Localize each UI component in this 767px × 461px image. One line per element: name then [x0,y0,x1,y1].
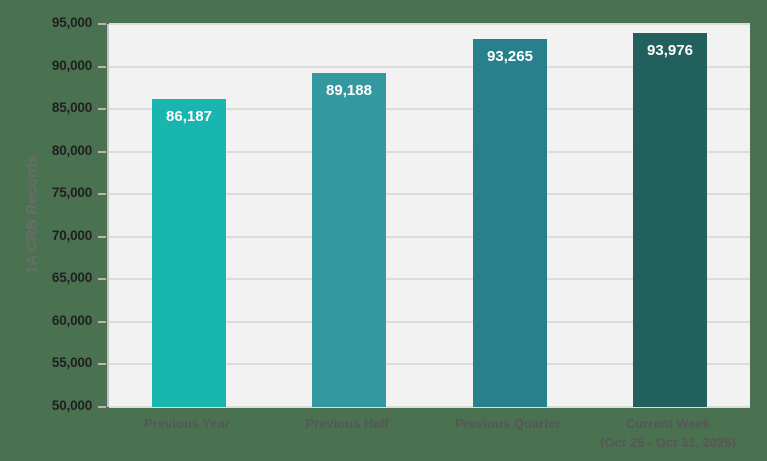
y-tick-label: 85,000 [51,100,92,115]
y-tick-label: 60,000 [51,313,92,328]
bar-3: 93,265 [473,39,547,407]
gridline [109,151,750,153]
x-tick-label: Previous Year [92,414,282,433]
gridline [109,193,750,195]
x-tick-label: Previous Half [252,414,442,433]
gridline [109,23,750,25]
bar-value-label: 86,187 [166,108,212,125]
x-tick-label-line: Previous Quarter [455,416,561,431]
y-tick-mark [98,151,106,153]
y-tick-mark [98,406,106,408]
gridlines-layer [109,23,750,408]
plot-area: 86,187 89,188 93,265 93,976 [107,23,750,408]
y-tick-mark [98,193,106,195]
y-tick-mark [98,278,106,280]
y-tick-label: 55,000 [51,355,92,370]
bar-value-label: 93,976 [647,42,693,59]
y-axis-title: 1A CRB Records [23,154,41,275]
y-tick-mark [98,23,106,25]
gridline [109,363,750,365]
y-tick-label: 90,000 [51,58,92,73]
gridline [109,406,750,408]
bar-value-label: 93,265 [487,48,533,65]
y-tick-mark [98,66,106,68]
y-tick-label: 95,000 [51,15,92,30]
x-tick-label-line: Previous Year [144,416,230,431]
x-tick-label-line: (Oct 25 - Oct 31, 2025) [600,435,736,450]
y-tick-mark [98,363,106,365]
bars-layer: 86,187 89,188 93,265 93,976 [109,24,750,407]
gridline [109,236,750,238]
y-tick-label: 50,000 [51,398,92,413]
x-tick-label-line: Previous Half [305,416,389,431]
y-tick-mark [98,321,106,323]
gridline [109,321,750,323]
gridline [109,278,750,280]
bar-1: 86,187 [152,99,226,407]
gridline [109,66,750,68]
bar-2: 89,188 [312,73,386,407]
gridline [109,108,750,110]
y-tick-mark [98,236,106,238]
x-tick-label-line: Current Week [625,416,711,431]
x-tick-label: Current Week (Oct 25 - Oct 31, 2025) [573,414,763,452]
bar-value-label: 89,188 [326,82,372,99]
x-tick-label: Previous Quarter [413,414,603,433]
bar-4: 93,976 [633,33,707,407]
y-tick-mark [98,108,106,110]
